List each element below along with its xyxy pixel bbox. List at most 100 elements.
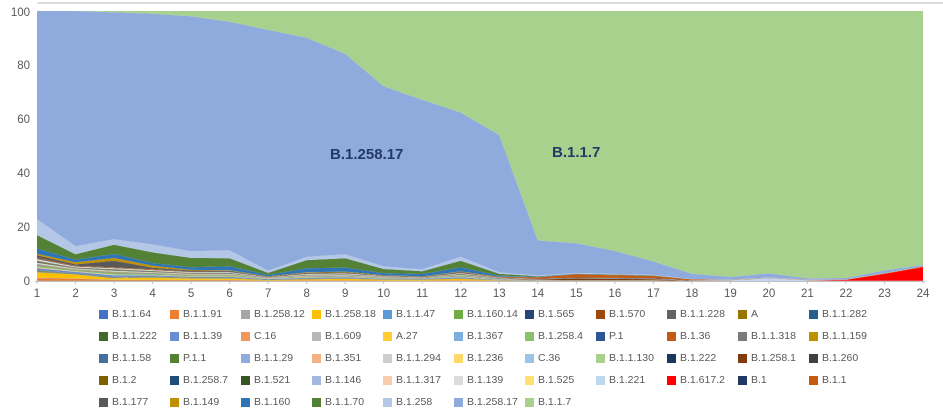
legend-item-B.1.260: B.1.260 — [809, 353, 880, 364]
legend-item-B.1.1.294: B.1.1.294 — [383, 353, 454, 364]
legend-label: B.1.2 — [112, 373, 137, 386]
legend-swatch-icon — [667, 331, 676, 341]
legend-item-B.1.1.317: B.1.1.317 — [383, 375, 454, 386]
legend-item-P.1: P.1 — [596, 331, 667, 342]
x-axis-tick-label: 10 — [377, 288, 390, 300]
x-axis-tick-label: 8 — [303, 288, 309, 300]
legend-swatch-icon — [312, 331, 321, 341]
legend-swatch-icon — [454, 331, 463, 341]
legend-label: B.1 — [751, 373, 767, 386]
legend-swatch-icon — [667, 375, 676, 385]
legend-item-B.1.160: B.1.160 — [241, 397, 312, 408]
legend-swatch-icon — [383, 375, 392, 385]
legend-swatch-icon — [99, 375, 108, 385]
x-axis-tick-label: 1 — [34, 288, 40, 300]
legend-swatch-icon — [383, 331, 392, 341]
legend-swatch-icon — [170, 397, 179, 407]
x-axis-tick-label: 14 — [531, 288, 544, 300]
x-axis-tick-label: 23 — [878, 288, 891, 300]
legend-swatch-icon — [738, 353, 747, 363]
legend-label: B.1.565 — [538, 307, 575, 320]
legend-label: B.1.260 — [822, 351, 859, 364]
legend-item-A: A — [738, 309, 809, 320]
x-axis-tick-label: 2 — [72, 288, 78, 300]
legend-swatch-icon — [667, 309, 676, 319]
legend-swatch-icon — [525, 375, 534, 385]
legend-label: B.1.221 — [609, 373, 646, 386]
y-axis-tick-label: 0 — [24, 276, 30, 288]
legend-label: B.1.236 — [467, 351, 504, 364]
legend-label: B.1.160.14 — [467, 307, 518, 320]
legend-label: B.1.1.130 — [609, 351, 654, 364]
area-series-B.1.1.91 — [37, 278, 923, 281]
legend-item-B.1: B.1 — [738, 375, 809, 386]
area-label-b1258-17: B.1.258.17 — [330, 146, 404, 163]
legend-swatch-icon — [99, 331, 108, 341]
legend-item-B.1.570: B.1.570 — [596, 309, 667, 320]
y-axis-tick-label: 80 — [17, 60, 30, 72]
legend-swatch-icon — [241, 309, 250, 319]
legend-swatch-icon — [525, 353, 534, 363]
x-axis-tick-label: 18 — [685, 288, 698, 300]
legend-swatch-icon — [170, 331, 179, 341]
legend-label: B.1.1.222 — [112, 329, 157, 342]
legend-label: B.1.1.159 — [822, 329, 867, 342]
x-axis-tick-label: 24 — [917, 288, 930, 300]
x-axis-tick-label: 11 — [416, 288, 428, 300]
legend-swatch-icon — [596, 375, 605, 385]
x-axis-tick-label: 4 — [149, 288, 156, 300]
legend-item-A.27: A.27 — [383, 331, 454, 342]
x-axis-tick-label: 9 — [342, 288, 348, 300]
y-axis-tick-label: 20 — [17, 222, 30, 234]
legend-item-B.1.222: B.1.222 — [667, 353, 738, 364]
legend-item-B.1.1.70: B.1.1.70 — [312, 397, 383, 408]
legend-label: B.1.1.58 — [112, 351, 152, 364]
legend-swatch-icon — [525, 397, 534, 407]
legend-label: B.1.1.39 — [183, 329, 223, 342]
legend-item-B.1.1: B.1.1 — [809, 375, 880, 386]
legend-swatch-icon — [383, 353, 392, 363]
x-axis-tick-label: 20 — [763, 288, 776, 300]
legend-label: B.1.521 — [254, 373, 291, 386]
x-axis-tick-label: 15 — [570, 288, 583, 300]
legend-item-B.1.221: B.1.221 — [596, 375, 667, 386]
legend-label: B.1.258 — [396, 395, 433, 408]
legend-label: B.1.1.317 — [396, 373, 441, 386]
legend-label: A — [751, 307, 759, 320]
legend-swatch-icon — [667, 353, 676, 363]
legend-item-B.1.609: B.1.609 — [312, 331, 383, 342]
legend-item-B.1.1.222: B.1.1.222 — [99, 331, 170, 342]
legend-swatch-icon — [241, 375, 250, 385]
x-axis-tick-label: 17 — [647, 288, 660, 300]
legend-swatch-icon — [596, 353, 605, 363]
legend-item-B.1.351: B.1.351 — [312, 353, 383, 364]
legend-item-B.1.1.29: B.1.1.29 — [241, 353, 312, 364]
legend-item-P.1.1: P.1.1 — [170, 353, 241, 364]
area-series-B.1.258.4 — [37, 265, 923, 281]
legend-item-B.1.1.159: B.1.1.159 — [809, 331, 880, 342]
legend-swatch-icon — [454, 353, 463, 363]
legend-swatch-icon — [596, 331, 605, 341]
legend-item-B.1.258.18: B.1.258.18 — [312, 309, 383, 320]
area-series-B.1.1.70 — [37, 235, 923, 280]
legend-item-B.1.617.2: B.1.617.2 — [667, 375, 738, 386]
legend-swatch-icon — [383, 309, 392, 319]
area-series-B.1.258.17 — [37, 11, 923, 280]
legend-item-B.1.258: B.1.258 — [383, 397, 454, 408]
legend-label: B.1.258.17 — [467, 395, 518, 408]
area-series-B.1.609 — [37, 267, 923, 281]
legend-item-B.1.258.7: B.1.258.7 — [170, 375, 241, 386]
legend-label: B.1.1.7 — [538, 395, 572, 408]
legend-item-B.1.1.282: B.1.1.282 — [809, 309, 880, 320]
legend-label: B.1.36 — [680, 329, 711, 342]
legend-swatch-icon — [809, 353, 818, 363]
y-axis-tick-label: 40 — [17, 168, 30, 180]
legend-swatch-icon — [525, 331, 534, 341]
legend-item-B.1.146: B.1.146 — [312, 375, 383, 386]
legend-item-B.1.1.91: B.1.1.91 — [170, 309, 241, 320]
legend-label: B.1.1.70 — [325, 395, 365, 408]
area-series-B.1.177 — [37, 255, 923, 280]
legend-label: B.1.258.7 — [183, 373, 228, 386]
